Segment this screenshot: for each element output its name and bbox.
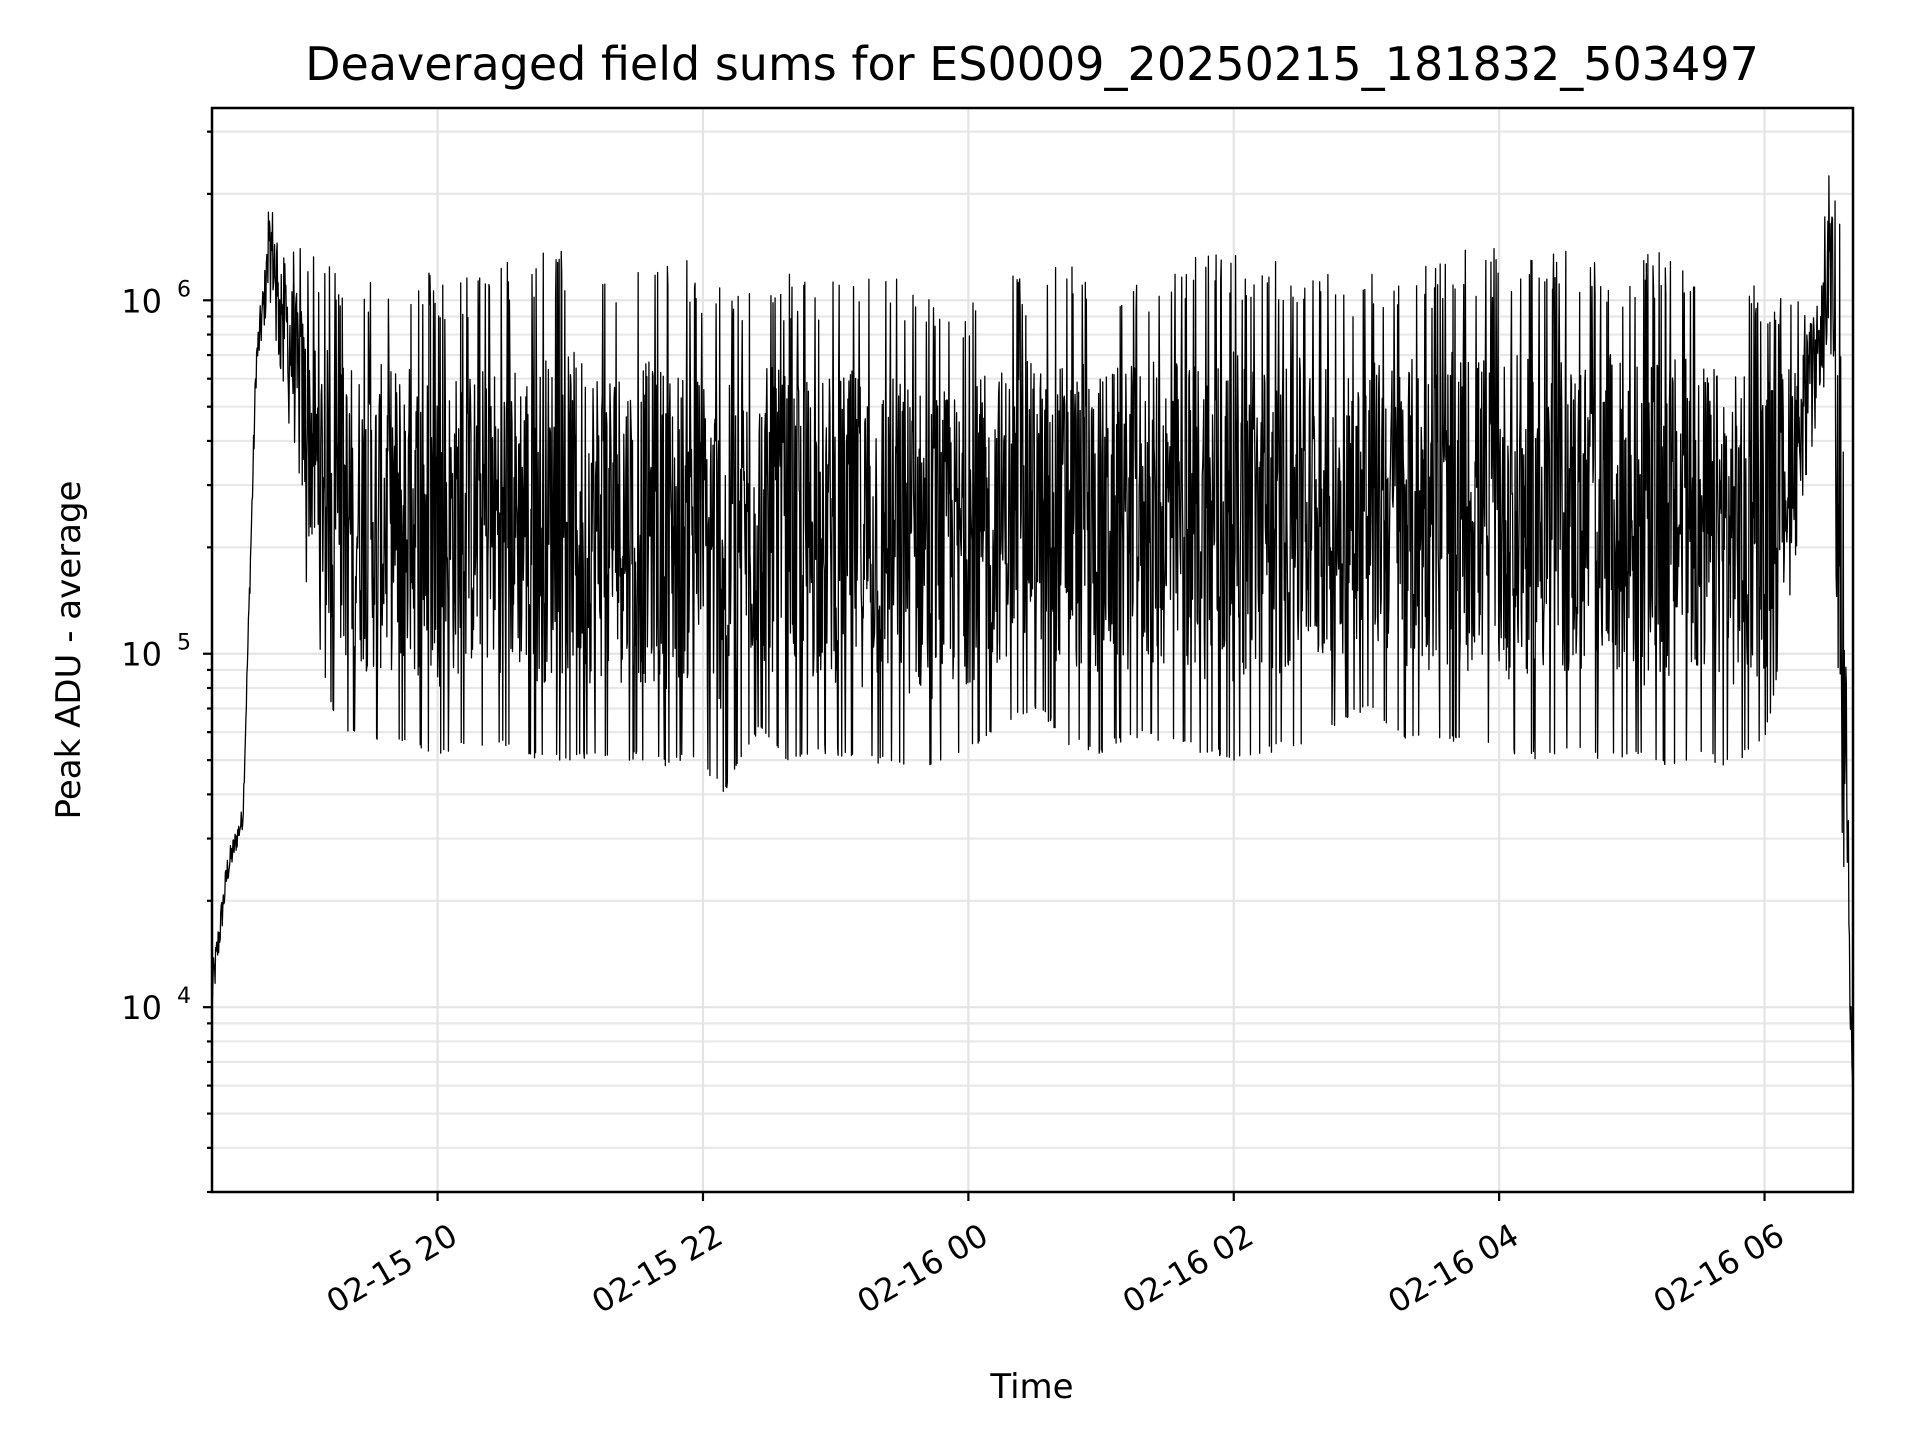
plot-frame — [210, 106, 1855, 1194]
chart-title: Deaveraged field sums for ES0009_2025021… — [305, 37, 1759, 91]
y-axis: 10 4 10 5 10 6 — [121, 130, 212, 1194]
x-tick-label: 02-15 20 — [320, 1216, 464, 1321]
y-tick-label-exponent: 5 — [177, 631, 191, 656]
x-tick-label: 02-16 02 — [1116, 1216, 1260, 1321]
x-tick-label: 02-15 22 — [585, 1216, 729, 1321]
y-axis-label: Peak ADU - average — [49, 481, 89, 820]
x-tick-label: 02-16 00 — [851, 1216, 995, 1321]
x-tick-label: 02-16 06 — [1647, 1216, 1791, 1321]
y-tick-label: 10 — [121, 636, 162, 674]
series-layer — [211, 175, 1854, 1129]
y-tick-label: 10 — [121, 989, 162, 1027]
y-tick-label: 10 — [121, 282, 162, 320]
series-line — [211, 175, 1854, 1129]
y-tick-label-exponent: 6 — [177, 277, 191, 302]
x-axis-label: Time — [989, 1367, 1073, 1407]
x-axis: 02-15 20 02-15 22 02-16 00 02-16 02 02-16 04… — [320, 1192, 1791, 1321]
y-tick-label-exponent: 4 — [177, 984, 191, 1009]
x-tick-label: 02-16 04 — [1382, 1216, 1526, 1321]
